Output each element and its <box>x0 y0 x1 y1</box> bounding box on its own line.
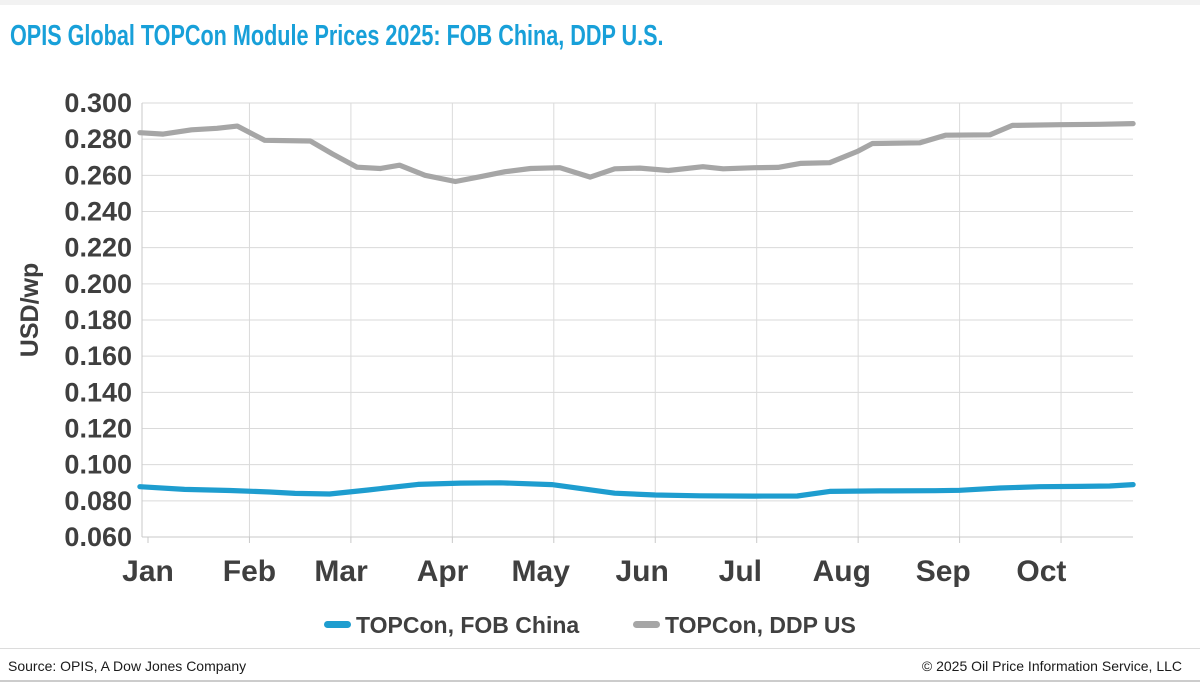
y-tick-label: 0.100 <box>64 450 132 480</box>
x-month-label: Oct <box>1016 555 1066 588</box>
copyright-text: © 2025 Oil Price Information Service, LL… <box>921 658 1182 674</box>
y-tick-label: 0.080 <box>64 486 132 516</box>
y-axis-title: USD/wp <box>16 263 44 357</box>
x-month-label: Jun <box>615 555 668 588</box>
y-tick-label: 0.180 <box>64 305 132 335</box>
x-month-label: Mar <box>314 555 368 588</box>
x-month-label: May <box>512 555 571 588</box>
x-month-label: Apr <box>417 555 469 588</box>
y-tick-label: 0.140 <box>64 377 132 407</box>
x-month-label: Jan <box>122 555 174 588</box>
legend-swatch-ddp-us <box>633 621 660 628</box>
y-tick-label: 0.060 <box>64 522 132 552</box>
y-tick-label: 0.240 <box>64 197 132 227</box>
source-text: Source: OPIS, A Dow Jones Company <box>8 658 247 674</box>
x-axis-month-labels: Jan Feb Mar Apr May Jun Jul Aug Sep Oct <box>122 555 1066 588</box>
gridlines <box>142 102 1133 538</box>
legend: TOPCon, FOB China TOPCon, DDP US <box>324 612 856 638</box>
footer-divider <box>0 648 1200 649</box>
legend-label-ddp-us: TOPCon, DDP US <box>665 612 856 638</box>
window-bottom-edge <box>0 680 1200 682</box>
x-month-label: Jul <box>719 555 762 588</box>
x-month-label: Sep <box>916 555 971 588</box>
series-lines <box>137 120 1136 499</box>
y-tick-label: 0.280 <box>64 124 132 154</box>
x-month-label: Feb <box>223 555 276 588</box>
legend-label-fob-china: TOPCon, FOB China <box>356 612 579 638</box>
y-tick-label: 0.300 <box>64 88 132 118</box>
series-line-fob-china <box>137 480 1136 499</box>
y-tick-label: 0.220 <box>64 233 132 263</box>
y-tick-label: 0.160 <box>64 341 132 371</box>
y-tick-label: 0.120 <box>64 414 132 444</box>
y-axis-tick-labels: 0.060 0.080 0.100 0.120 0.140 0.160 0.180 0.200… <box>64 88 132 552</box>
legend-swatch-fob-china <box>324 621 351 628</box>
chart-title: OPIS Global TOPCon Module Prices 2025: F… <box>10 20 664 52</box>
axes <box>141 103 1133 543</box>
y-tick-label: 0.200 <box>64 269 132 299</box>
window-top-edge <box>0 0 1200 5</box>
y-tick-label: 0.260 <box>64 160 132 190</box>
series-line-ddp-us <box>137 120 1136 185</box>
x-month-label: Aug <box>813 555 871 588</box>
